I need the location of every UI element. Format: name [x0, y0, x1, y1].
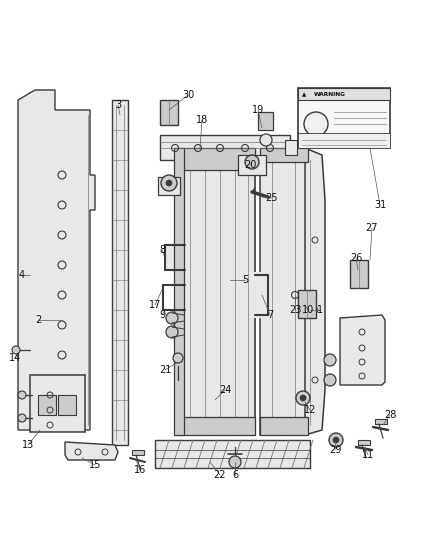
Circle shape — [229, 456, 241, 468]
Bar — [112, 100, 128, 445]
Bar — [253, 272, 269, 318]
Bar — [260, 417, 308, 435]
Text: 18: 18 — [196, 115, 208, 125]
Bar — [160, 100, 178, 125]
Bar — [174, 148, 184, 435]
Circle shape — [333, 437, 339, 443]
Circle shape — [18, 391, 26, 399]
Text: 19: 19 — [252, 105, 264, 115]
Text: 20: 20 — [244, 160, 256, 170]
Bar — [155, 440, 310, 468]
Text: 8: 8 — [159, 245, 165, 255]
Circle shape — [324, 354, 336, 366]
Polygon shape — [340, 315, 385, 385]
Bar — [58, 395, 76, 415]
Text: 23: 23 — [289, 305, 301, 315]
Circle shape — [161, 175, 177, 191]
Text: 25: 25 — [266, 193, 278, 203]
Bar — [166, 246, 184, 269]
Bar — [38, 395, 56, 415]
Polygon shape — [65, 442, 118, 460]
Bar — [260, 148, 308, 162]
Text: 5: 5 — [242, 275, 248, 285]
Bar — [178, 148, 255, 170]
Circle shape — [304, 112, 328, 136]
Text: 2: 2 — [35, 315, 41, 325]
Text: 9: 9 — [159, 310, 165, 320]
Text: 30: 30 — [182, 90, 194, 100]
Text: 21: 21 — [159, 365, 171, 375]
Bar — [298, 133, 390, 148]
Circle shape — [296, 391, 310, 405]
Text: 17: 17 — [149, 300, 161, 310]
Bar — [238, 155, 266, 175]
Text: 11: 11 — [362, 450, 374, 460]
Bar — [298, 290, 316, 318]
Bar — [358, 440, 370, 445]
Text: 3: 3 — [115, 100, 121, 110]
Bar — [178, 148, 255, 435]
Text: 1: 1 — [317, 305, 323, 315]
Polygon shape — [18, 90, 95, 430]
Bar — [30, 375, 85, 432]
Text: 16: 16 — [134, 465, 146, 475]
Text: 28: 28 — [384, 410, 396, 420]
Bar — [160, 135, 290, 160]
Text: 24: 24 — [219, 385, 231, 395]
Bar — [285, 140, 297, 155]
Circle shape — [173, 353, 183, 363]
Circle shape — [245, 155, 259, 169]
Text: 15: 15 — [89, 460, 101, 470]
Circle shape — [324, 374, 336, 386]
Circle shape — [300, 395, 306, 401]
Bar — [158, 177, 180, 195]
Text: 7: 7 — [267, 310, 273, 320]
Polygon shape — [305, 148, 325, 435]
Text: 29: 29 — [329, 445, 341, 455]
Text: 27: 27 — [366, 223, 378, 233]
Text: WARNING: WARNING — [314, 93, 346, 98]
Text: 31: 31 — [374, 200, 386, 210]
Text: 12: 12 — [304, 405, 316, 415]
Bar — [132, 450, 144, 455]
Text: ▲: ▲ — [302, 93, 306, 98]
Bar — [350, 260, 368, 288]
Bar — [178, 417, 255, 435]
Text: 6: 6 — [232, 470, 238, 480]
Circle shape — [166, 180, 172, 186]
Bar — [260, 148, 308, 435]
Bar — [298, 88, 390, 148]
Bar — [298, 88, 390, 100]
Circle shape — [12, 346, 20, 354]
Text: 4: 4 — [19, 270, 25, 280]
Text: 14: 14 — [9, 353, 21, 363]
Circle shape — [18, 414, 26, 422]
Circle shape — [329, 433, 343, 447]
Bar — [375, 419, 387, 424]
Circle shape — [166, 312, 178, 324]
Text: 26: 26 — [350, 253, 362, 263]
Circle shape — [166, 326, 178, 338]
Text: 13: 13 — [22, 440, 34, 450]
Circle shape — [260, 134, 272, 146]
Text: 22: 22 — [214, 470, 226, 480]
Text: 10: 10 — [302, 305, 314, 315]
Bar — [258, 112, 273, 130]
